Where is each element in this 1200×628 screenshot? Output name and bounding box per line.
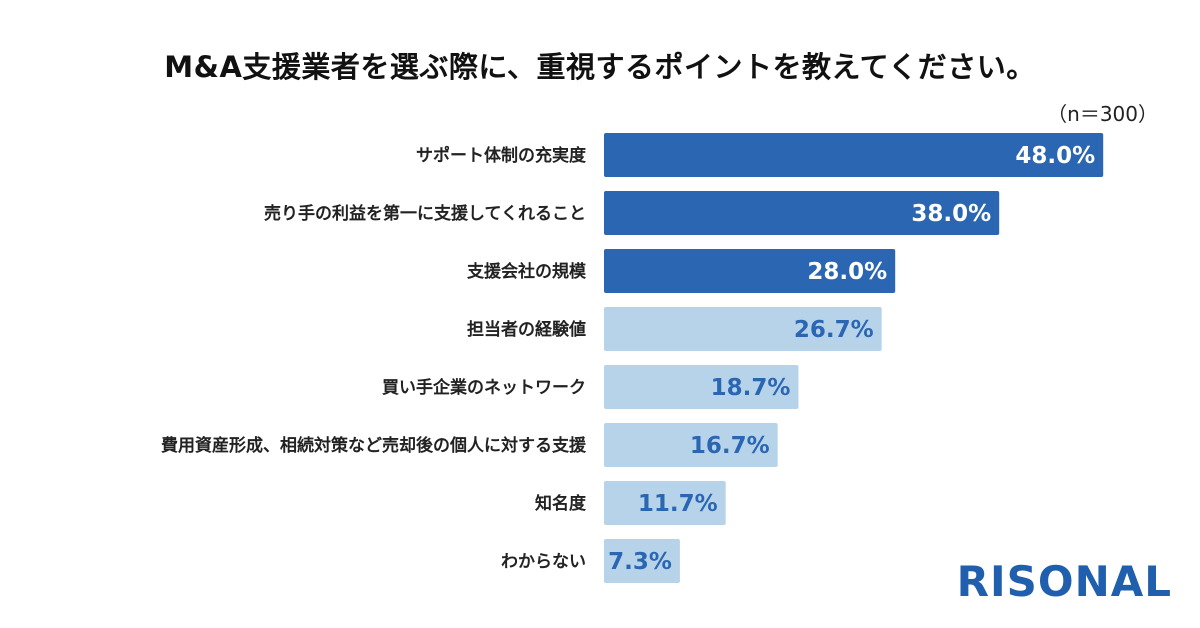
value-label-8: 7.3% <box>608 549 672 575</box>
value-label-5: 18.7% <box>711 375 791 401</box>
chart-title: M&A支援業者を選ぶ際に、重視するポイントを教えてください。 <box>164 50 1036 84</box>
value-label-7: 11.7% <box>638 491 718 517</box>
bar-4 <box>604 307 882 351</box>
brand-logo: RISONAL <box>956 557 1172 606</box>
category-label-4: 担当者の経験値 <box>467 319 586 340</box>
category-label-1: サポート体制の充実度 <box>416 145 587 166</box>
bar-1 <box>604 133 1104 177</box>
bar-3 <box>604 249 896 293</box>
bar-7 <box>604 481 726 525</box>
bar-5 <box>604 365 799 409</box>
value-label-1: 48.0% <box>1015 143 1095 169</box>
category-label-8: わからない <box>501 552 586 572</box>
category-label-2: 売り手の利益を第一に支援してくれること <box>264 203 586 224</box>
value-label-2: 38.0% <box>911 201 991 227</box>
bar-6 <box>604 423 778 467</box>
sample-size-note: （n＝300） <box>1047 102 1158 126</box>
bar-8 <box>604 539 680 583</box>
value-label-4: 26.7% <box>794 317 874 343</box>
bar-2 <box>604 191 1000 235</box>
category-label-5: 買い手企業のネットワーク <box>382 377 586 398</box>
category-label-7: 知名度 <box>534 493 587 514</box>
value-label-3: 28.0% <box>807 259 887 285</box>
value-label-6: 16.7% <box>690 433 770 459</box>
category-label-3: 支援会社の規模 <box>467 261 587 282</box>
category-label-6: 費用資産形成、相続対策など売却後の個人に対する支援 <box>161 435 587 456</box>
